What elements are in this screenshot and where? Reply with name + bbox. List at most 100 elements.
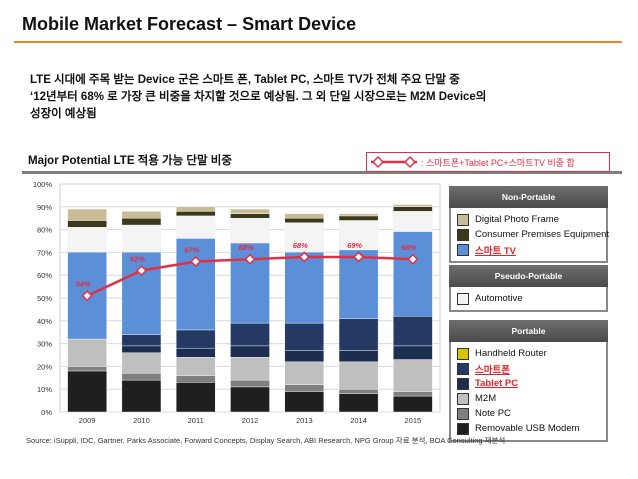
intro-line: 성장이 예상됨 [30, 108, 97, 120]
source-note: Source: iSuppli, IDC, Gartner, Parks Ass… [26, 436, 506, 445]
legend-label: Tablet PC [475, 378, 519, 389]
bar-segment [284, 217, 325, 223]
bar-segment [284, 361, 325, 385]
y-tick-label: 0% [41, 408, 52, 417]
share-label: 67% [184, 246, 199, 255]
legend-label: Consumer Premises Equipment [475, 229, 610, 240]
bar-segment [230, 208, 270, 214]
share-point [244, 253, 256, 265]
share-point [81, 290, 93, 302]
chart-title-divider [22, 171, 622, 174]
bar-segment [230, 213, 270, 219]
legend-item: Digital Photo Frame [457, 212, 600, 227]
x-tick-label: 2015 [405, 416, 422, 425]
bar-gap-segment [339, 220, 379, 251]
bar-segment [230, 345, 270, 358]
y-tick-label: 30% [37, 340, 52, 349]
share-label: 54% [76, 280, 91, 289]
legend-label: M2M [475, 393, 497, 404]
y-tick-label: 50% [37, 294, 52, 303]
bar-segment [67, 220, 107, 228]
x-tick-label: 2012 [242, 416, 259, 425]
legend-panel-title: Portable [449, 320, 608, 342]
bar-segment [175, 347, 216, 358]
legend-swatch [457, 243, 469, 256]
bar-segment [67, 366, 107, 372]
bar-segment [393, 204, 433, 208]
bar-segment [230, 379, 270, 388]
legend-label: Handheld Router [475, 348, 547, 359]
page-title: Mobile Market Forecast – Smart Device [22, 14, 357, 34]
bar-segment [121, 345, 162, 353]
title-divider [14, 41, 622, 43]
bar-gap-segment [284, 222, 324, 253]
bar-segment [175, 382, 216, 413]
legend-item: Tablet PC [457, 376, 600, 391]
bar-segment [230, 322, 270, 347]
y-tick-label: 60% [37, 271, 52, 280]
bar-segment [338, 215, 379, 221]
bar-segment [393, 206, 433, 212]
bar-segment [284, 213, 325, 219]
legend-swatch [457, 292, 469, 305]
legend-swatch [457, 407, 469, 420]
bar-segment [284, 322, 325, 351]
legend-swatch [457, 392, 469, 405]
bar-gap-segment [393, 211, 433, 232]
share-label: 62% [130, 255, 145, 264]
bar-segment [230, 386, 270, 413]
bar-segment [175, 357, 216, 376]
legend-label: Automotive [475, 293, 523, 304]
bar-segment [393, 345, 433, 360]
chart-title: Major Potential LTE 적용 가능 단말 비중 [28, 155, 232, 167]
share-label: 68% [238, 243, 253, 252]
bar-segment [393, 395, 433, 413]
bar-segment [338, 318, 379, 351]
share-point [353, 251, 365, 263]
bar-segment [284, 384, 325, 392]
bar-segment [338, 213, 379, 217]
legend-panel-body: Digital Photo Frame Consumer Premises Equ… [449, 208, 610, 263]
legend-swatch [457, 213, 469, 226]
bar-segment [67, 338, 107, 367]
legend-swatch [457, 362, 469, 375]
legend-panel-title: Non-Portable [449, 186, 608, 208]
bar-segment [175, 206, 216, 212]
share-point [190, 255, 202, 268]
bar-segment [121, 352, 162, 374]
legend-panel-pseudo-portable: Pseudo-Portable Automotive [449, 265, 608, 312]
bar-segment [230, 357, 270, 381]
bar-gap-segment [176, 215, 216, 239]
y-tick-label: 100% [33, 180, 53, 189]
line-legend-label: : 스마트폰+Tablet PC+스마트TV 비중 합 [421, 157, 575, 168]
share-label: 68% [401, 243, 416, 252]
bar-segment [393, 359, 433, 392]
bar-segment [393, 316, 433, 347]
legend-label: Note PC [475, 408, 511, 419]
bar-gap-segment [230, 218, 270, 244]
bar-segment [338, 389, 379, 394]
x-tick-label: 2009 [79, 416, 96, 425]
y-tick-label: 40% [37, 317, 52, 326]
share-point [407, 253, 419, 265]
bar-segment [284, 391, 325, 413]
bar-segment [175, 375, 216, 383]
bar-segment [338, 361, 379, 390]
legend-item: 스마트 TV [457, 242, 600, 257]
bar-segment [121, 379, 162, 413]
legend-label: 스마트폰 [475, 364, 510, 376]
bar-gap-segment [67, 227, 107, 253]
legend-panel-portable: Portable Handheld Router 스마트폰 Tablet PC M2M… [449, 320, 608, 442]
bar-gap-segment [121, 225, 161, 253]
bar-segment [121, 211, 162, 219]
legend-item: Note PC [457, 406, 600, 421]
legend-swatch [457, 377, 469, 390]
bar-segment [67, 208, 107, 221]
bar-segment [67, 370, 107, 413]
legend-panel-body: Automotive [449, 287, 608, 312]
x-tick-label: 2014 [350, 416, 367, 425]
legend-panel-body: Handheld Router 스마트폰 Tablet PC M2M Note PC Re… [449, 342, 608, 442]
bar-segment [121, 217, 162, 226]
share-label: 69% [347, 241, 362, 250]
